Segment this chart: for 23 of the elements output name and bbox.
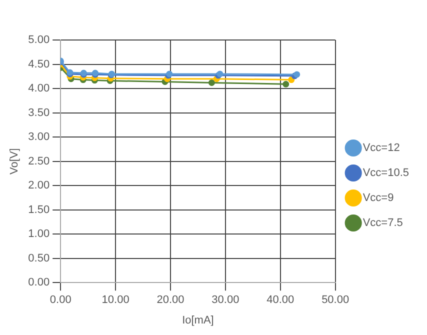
x-tick-label: 20.00 [156,294,184,306]
y-tick-label: 4.00 [28,82,50,95]
y-tick-label: 5.00 [28,34,50,46]
y-axis-title: Vo[V] [8,148,21,174]
y-tick-label: 2.00 [28,180,50,192]
x-axis-title: Io[mA] [182,314,214,326]
y-tick-label: 1.00 [28,228,50,240]
x-tick-label: 10.00 [102,294,130,306]
legend-label: Vcc=7.5 [362,217,403,230]
y-tick-label: 1.50 [28,204,50,216]
legend-label: Vcc=12 [362,142,400,154]
y-tick-label: 3.00 [28,131,50,144]
legend-label: Vcc=9 [362,192,394,204]
y-tick-label: 3.50 [28,106,50,119]
y-tick-label: 2.50 [28,155,50,168]
legend-label: Vcc=10.5 [362,167,409,180]
y-tick-label: 4.50 [28,58,50,70]
x-tick-label: 30.00 [212,294,240,306]
y-tick-label: 0.50 [28,252,50,264]
x-tick-label: 40.00 [266,294,294,306]
y-tick-label: 0.00 [28,276,50,289]
x-tick-label: 0.00 [50,294,72,306]
x-tick-label: 50.00 [322,294,350,306]
